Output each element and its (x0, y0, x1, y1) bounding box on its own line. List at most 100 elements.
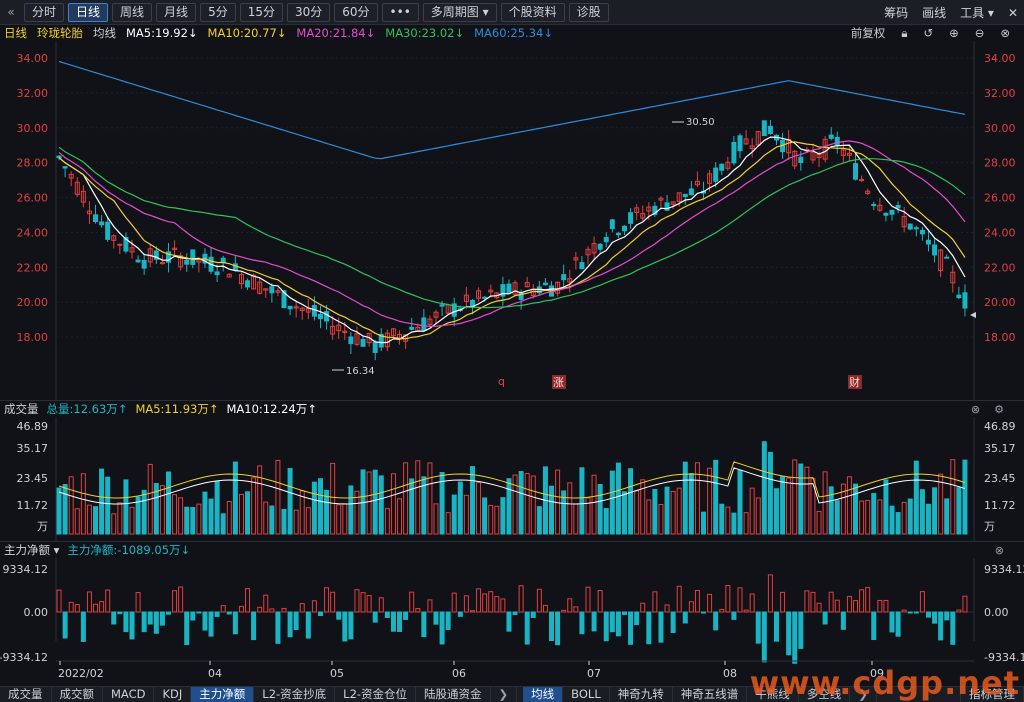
period-tab-6[interactable]: 30分 (286, 2, 331, 22)
close-icon[interactable]: ✕ (1007, 5, 1018, 20)
candle-body (755, 131, 761, 146)
overlay-tab-4[interactable]: 牛熊线 (747, 687, 799, 702)
volume-bar (141, 489, 147, 535)
candle-body (883, 212, 889, 216)
indicator-tab-7[interactable]: 陆股通资金 (416, 687, 491, 702)
kline-chart[interactable]: 34.00 34.00 32.00 32.00 30.00 30.00 28.00 28.00… (0, 41, 1024, 686)
candle-body (743, 138, 749, 145)
close-panel-icon[interactable]: ⊗ (1000, 26, 1010, 40)
draw-line-button[interactable]: 画线 (922, 6, 947, 20)
candle-body (962, 292, 968, 309)
scroll-right-icon-2[interactable]: ❯ (850, 687, 877, 702)
price-tick-left-2: 30.00 (17, 122, 49, 135)
indicator-tab-2[interactable]: MACD (103, 687, 155, 702)
netflow-bar (530, 611, 536, 618)
settings-volume-icon[interactable]: ⚙ (994, 402, 1004, 416)
candle-body (56, 155, 62, 159)
tools-menu-button[interactable]: 工具 ▾ (960, 6, 994, 20)
lock-icon[interactable]: 🔒︎ (901, 25, 908, 40)
price-tick-left-7: 20.00 (17, 296, 49, 309)
candle-body (62, 166, 68, 169)
volume-bar (281, 508, 287, 535)
volume-bar (883, 479, 889, 535)
indicator-tab-0[interactable]: 成交量 (0, 687, 52, 702)
chips-button[interactable]: 筹码 (884, 6, 909, 20)
netflow-bar (591, 611, 597, 632)
candle-body (621, 225, 627, 232)
period-tab-11[interactable]: 诊股 (568, 2, 609, 22)
netflow-bar (409, 591, 415, 613)
netflow-bar (287, 611, 293, 638)
indicator-tab-4[interactable]: 主力净额 (191, 687, 255, 702)
netflow-bar (275, 611, 281, 644)
candle-body (74, 181, 80, 195)
volume-bar (488, 504, 494, 535)
period-tab-2[interactable]: 周线 (112, 2, 153, 22)
netflow-bar (293, 611, 299, 631)
netflow-bar (536, 588, 542, 613)
netflow-bar (603, 611, 609, 642)
ma-label[interactable]: 均线 (93, 26, 116, 40)
collapse-left-icon[interactable]: « (7, 5, 15, 19)
watermark: www.cdgp.net (749, 664, 1020, 702)
close-netflow-icon[interactable]: ⊗ (994, 543, 1004, 557)
volume-bar (330, 462, 336, 535)
netflow-bar (123, 611, 129, 633)
indicator-tab-6[interactable]: L2-资金仓位 (335, 687, 417, 702)
period-tab-9[interactable]: 多周期图 ▾ (422, 2, 497, 22)
volume-title[interactable]: 成交量 (4, 402, 39, 416)
volume-bar (263, 501, 269, 535)
overlay-tab-5[interactable]: 多空线 (799, 687, 851, 702)
volume-bar (524, 472, 530, 535)
period-tab-7[interactable]: 60分 (334, 2, 378, 22)
indicator-tab-1[interactable]: 成交额 (52, 687, 103, 702)
ma20-value: MA20:21.84↓ (296, 26, 376, 40)
period-tab-3[interactable]: 月线 (156, 2, 197, 22)
period-tab-0[interactable]: 分时 (24, 2, 65, 22)
ma60-value: MA60:25.34↓ (474, 26, 553, 40)
netflow-header: 主力净额 ▾ 主力净额:-1089.05万↓ ⊗ (0, 542, 1024, 558)
indicator-tab-5[interactable]: L2-资金抄底 (254, 687, 336, 702)
period-tab-8[interactable]: ••• (381, 2, 419, 22)
netflow-bar (232, 611, 238, 635)
candle-body (840, 149, 846, 156)
period-tab-4[interactable]: 5分 (200, 2, 236, 22)
overlay-tab-0[interactable]: 均线 (523, 687, 564, 702)
candle-body (463, 294, 469, 302)
volume-bar (372, 469, 378, 535)
period-tab-5[interactable]: 15分 (239, 2, 283, 22)
netflow-title[interactable]: 主力净额 ▾ (4, 543, 60, 557)
netflow-bar (74, 604, 80, 613)
overlay-tab-3[interactable]: 神奇五线谱 (673, 687, 748, 702)
overlay-tab-1[interactable]: BOLL (563, 687, 610, 702)
candle-body (834, 136, 840, 146)
zoom-out-icon[interactable]: ⊖ (974, 26, 985, 40)
netflow-bar (859, 589, 865, 613)
price-tick-right-2: 30.00 (984, 122, 1016, 135)
ma30-line (58, 146, 966, 309)
netflow-bar (853, 600, 859, 613)
adjust-selector[interactable]: 前复权 (850, 26, 886, 40)
netflow-bar (348, 611, 354, 640)
date-tick-1: 04 (208, 667, 222, 680)
netflow-bar (184, 611, 190, 646)
close-volume-icon[interactable]: ⊗ (970, 402, 981, 416)
volume-bar (245, 491, 251, 535)
candle-body (68, 173, 74, 179)
undo-icon[interactable]: ↺ (923, 26, 934, 40)
overlay-tab-2[interactable]: 神奇九转 (610, 687, 673, 702)
period-tab-10[interactable]: 个股资料 (500, 2, 565, 22)
netflow-bar (956, 609, 962, 613)
candle-body (336, 324, 342, 332)
volume-bar (871, 493, 877, 535)
indicator-tab-3[interactable]: KDJ (154, 687, 192, 702)
netflow-bar (865, 587, 871, 613)
netflow-bar (378, 597, 384, 613)
volume-tick-left-3: 11.72 (17, 499, 49, 512)
zoom-in-icon[interactable]: ⊕ (949, 26, 959, 40)
period-tab-1[interactable]: 日线 (68, 2, 109, 22)
scroll-right-icon[interactable]: ❯ (491, 687, 518, 702)
toolbar-right: 筹码 画线 工具 ▾ ✕ (884, 0, 1018, 25)
candle-body (129, 247, 135, 253)
candle-body (542, 282, 548, 286)
